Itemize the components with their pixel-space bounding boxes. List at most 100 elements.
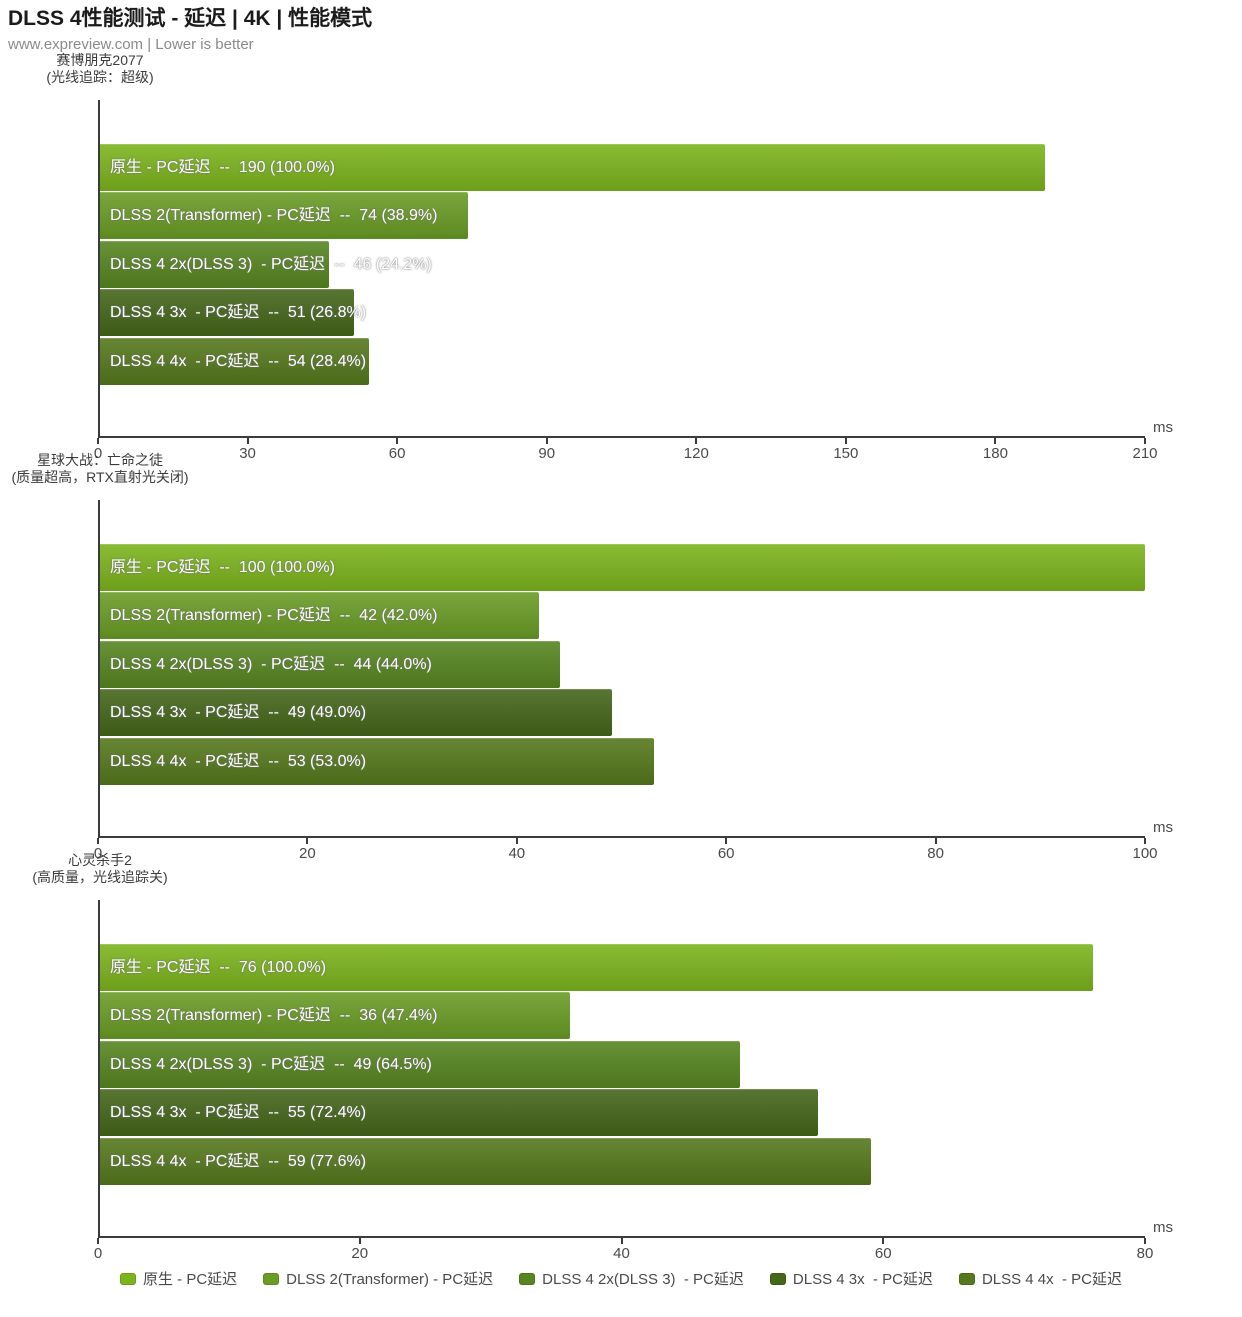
axis-tick-label: 90: [538, 445, 556, 462]
axis-tick-label: 40: [613, 1245, 630, 1262]
axis-tick-label: 0: [93, 445, 103, 462]
legend-item: DLSS 4 2x(DLSS 3) - PC延迟: [519, 1268, 744, 1289]
bars-container: 原生 - PC延迟 -- 76 (100.0%) DLSS 2(Transform…: [100, 944, 1145, 1186]
legend-label: 原生 - PC延迟: [143, 1271, 238, 1288]
bar: DLSS 4 2x(DLSS 3) - PC延迟 -- 44 (44.0%): [100, 640, 560, 688]
ms-unit-label: ms: [1153, 419, 1173, 436]
page-title: DLSS 4性能测试 - 延迟 | 4K | 性能模式: [8, 7, 373, 30]
axis-tick: [97, 838, 99, 844]
chart-cyberpunk-2077: 赛博朋克2077 (光线追踪：超级) 原生 - PC延迟 -- 190 (100.…: [0, 52, 1242, 462]
axis-tick-label: 210: [1132, 445, 1158, 462]
chart-title: 星球大战：亡命之徒: [36, 452, 163, 468]
axis-tick: [515, 838, 518, 844]
bar: 原生 - PC延迟 -- 100 (100.0%): [100, 544, 1145, 591]
plot-area: 原生 - PC延迟 -- 190 (100.0%) DLSS 2(Transfor…: [94, 52, 1173, 462]
axis-tick-label: 40: [508, 845, 526, 862]
axis-tick: [246, 438, 249, 444]
bar-label: DLSS 4 4x - PC延迟 -- 59 (77.6%): [110, 1152, 367, 1170]
chart-subtitle: (光线追踪：超级): [46, 69, 154, 85]
bar: DLSS 4 2x(DLSS 3) - PC延迟 -- 46 (24.2%): [100, 240, 432, 288]
y-axis-line: [98, 900, 100, 1238]
legend-swatch: [120, 1272, 136, 1285]
axis-tick: [358, 1238, 361, 1244]
bar: DLSS 4 2x(DLSS 3) - PC延迟 -- 49 (64.5%): [100, 1040, 741, 1088]
bar: 原生 - PC延迟 -- 190 (100.0%): [100, 144, 1046, 191]
legend-swatch: [769, 1272, 786, 1285]
plot-area: 原生 - PC延迟 -- 76 (100.0%) DLSS 2(Transform…: [94, 852, 1173, 1262]
axis-tick: [725, 838, 728, 844]
chart-alan-wake-2: 心灵杀手2 (高质量，光线追踪关) 原生 - PC延迟 -- 76 (100.0%…: [0, 852, 1242, 1262]
axis-tick: [994, 438, 997, 444]
axis-tick: [97, 438, 99, 444]
bar-label: DLSS 4 3x - PC延迟 -- 51 (26.8%): [110, 304, 367, 322]
axis-tick-label: 100: [1132, 845, 1158, 862]
legend-item: DLSS 4 3x - PC延迟: [769, 1268, 933, 1289]
axis-tick: [620, 1238, 623, 1244]
chart-header: 心灵杀手2 (高质量，光线追踪关): [32, 852, 167, 886]
chart-title: 赛博朋克2077: [56, 52, 144, 68]
bar: DLSS 4 3x - PC延迟 -- 51 (26.8%): [100, 289, 366, 337]
axis-tick: [306, 838, 309, 844]
axis-tick: [934, 838, 937, 844]
axis-tick: [97, 1238, 99, 1244]
bar: DLSS 4 3x - PC延迟 -- 49 (49.0%): [100, 689, 613, 737]
bar-label: DLSS 4 2x(DLSS 3) - PC延迟 -- 49 (64.5%): [110, 1055, 432, 1073]
axis-tick-label: 60: [874, 1245, 892, 1262]
x-axis-line: ms 0 30 60 90 120 150 180 210: [94, 419, 1173, 462]
axis-tick-label: 60: [388, 445, 406, 462]
legend-swatch: [519, 1272, 536, 1285]
y-axis-line: [98, 100, 100, 438]
bar-label: DLSS 4 2x(DLSS 3) - PC延迟 -- 46 (24.2%): [110, 255, 432, 273]
axis-tick: [1144, 1238, 1146, 1244]
bar-label: 原生 - PC延迟 -- 76 (100.0%): [110, 959, 327, 976]
bar-label: 原生 - PC延迟 -- 190 (100.0%): [110, 159, 335, 176]
bar-label: DLSS 4 4x - PC延迟 -- 53 (53.0%): [110, 752, 367, 770]
axis-tick-label: 120: [683, 445, 709, 462]
legend-label: DLSS 4 4x - PC延迟: [981, 1271, 1122, 1288]
bar-label: DLSS 4 3x - PC延迟 -- 55 (72.4%): [110, 1104, 367, 1122]
legend-swatch: [263, 1272, 280, 1285]
bar: DLSS 4 3x - PC延迟 -- 55 (72.4%): [100, 1089, 819, 1137]
bar-label: DLSS 4 4x - PC延迟 -- 54 (28.4%): [110, 352, 367, 370]
bar: DLSS 4 4x - PC延迟 -- 54 (28.4%): [100, 337, 369, 385]
bar-label: DLSS 4 2x(DLSS 3) - PC延迟 -- 44 (44.0%): [110, 655, 432, 673]
axis-tick: [695, 438, 698, 444]
axis-tick: [844, 438, 847, 444]
bar: DLSS 4 4x - PC延迟 -- 53 (53.0%): [100, 737, 654, 785]
legend-label: DLSS 2(Transformer) - PC延迟: [286, 1271, 494, 1288]
axis-tick: [1144, 438, 1146, 444]
axis-tick: [545, 438, 548, 444]
bar: DLSS 2(Transformer) - PC延迟 -- 36 (47.4%): [100, 992, 571, 1040]
ms-unit-label: ms: [1153, 819, 1173, 836]
legend-label: DLSS 4 3x - PC延迟: [792, 1271, 933, 1288]
legend-item: DLSS 4 4x - PC延迟: [958, 1268, 1122, 1289]
bar-label: 原生 - PC延迟 -- 100 (100.0%): [110, 559, 335, 576]
axis-tick-label: 80: [927, 845, 944, 862]
chart-title: 心灵杀手2: [68, 852, 132, 868]
axis-tick-label: 20: [299, 845, 316, 862]
plot-area: 原生 - PC延迟 -- 100 (100.0%) DLSS 2(Transfor…: [94, 452, 1173, 862]
axis-tick-label: 180: [982, 445, 1008, 462]
axis-tick-label: 60: [717, 845, 735, 862]
page-subtitle: www.expreview.com | Lower is better: [8, 36, 254, 53]
axis-tick-label: 20: [351, 1245, 369, 1262]
axis-tick-label: 0: [93, 845, 103, 862]
chart-header: 赛博朋克2077 (光线追踪：超级): [46, 52, 153, 86]
x-axis-line: ms 0 20 40 60 80: [94, 1219, 1173, 1262]
bar-label: DLSS 4 3x - PC延迟 -- 49 (49.0%): [110, 704, 367, 722]
legend-swatch: [958, 1272, 975, 1285]
axis-tick: [1144, 838, 1146, 844]
bar: DLSS 4 4x - PC延迟 -- 59 (77.6%): [100, 1137, 871, 1185]
bars-container: 原生 - PC延迟 -- 100 (100.0%) DLSS 2(Transfor…: [100, 544, 1145, 786]
bars-container: 原生 - PC延迟 -- 190 (100.0%) DLSS 2(Transfor…: [100, 144, 1145, 386]
chart-subtitle: (质量超高，RTX直射光关闭): [11, 469, 189, 485]
axis-tick: [882, 1238, 885, 1244]
legend-label: DLSS 4 2x(DLSS 3) - PC延迟: [542, 1271, 744, 1288]
x-axis-line: ms 0 20 40 60 80 100: [94, 819, 1173, 862]
bar: DLSS 2(Transformer) - PC延迟 -- 42 (42.0%): [100, 592, 539, 640]
bar-label: DLSS 2(Transformer) - PC延迟 -- 74 (38.9%): [110, 207, 438, 225]
chart-star-wars-outlaws: 星球大战：亡命之徒 (质量超高，RTX直射光关闭) 原生 - PC延迟 -- 10…: [0, 452, 1242, 862]
axis-tick-label: 80: [1136, 1245, 1154, 1262]
axis-tick: [396, 438, 399, 444]
axis-tick-label: 0: [93, 1245, 103, 1262]
